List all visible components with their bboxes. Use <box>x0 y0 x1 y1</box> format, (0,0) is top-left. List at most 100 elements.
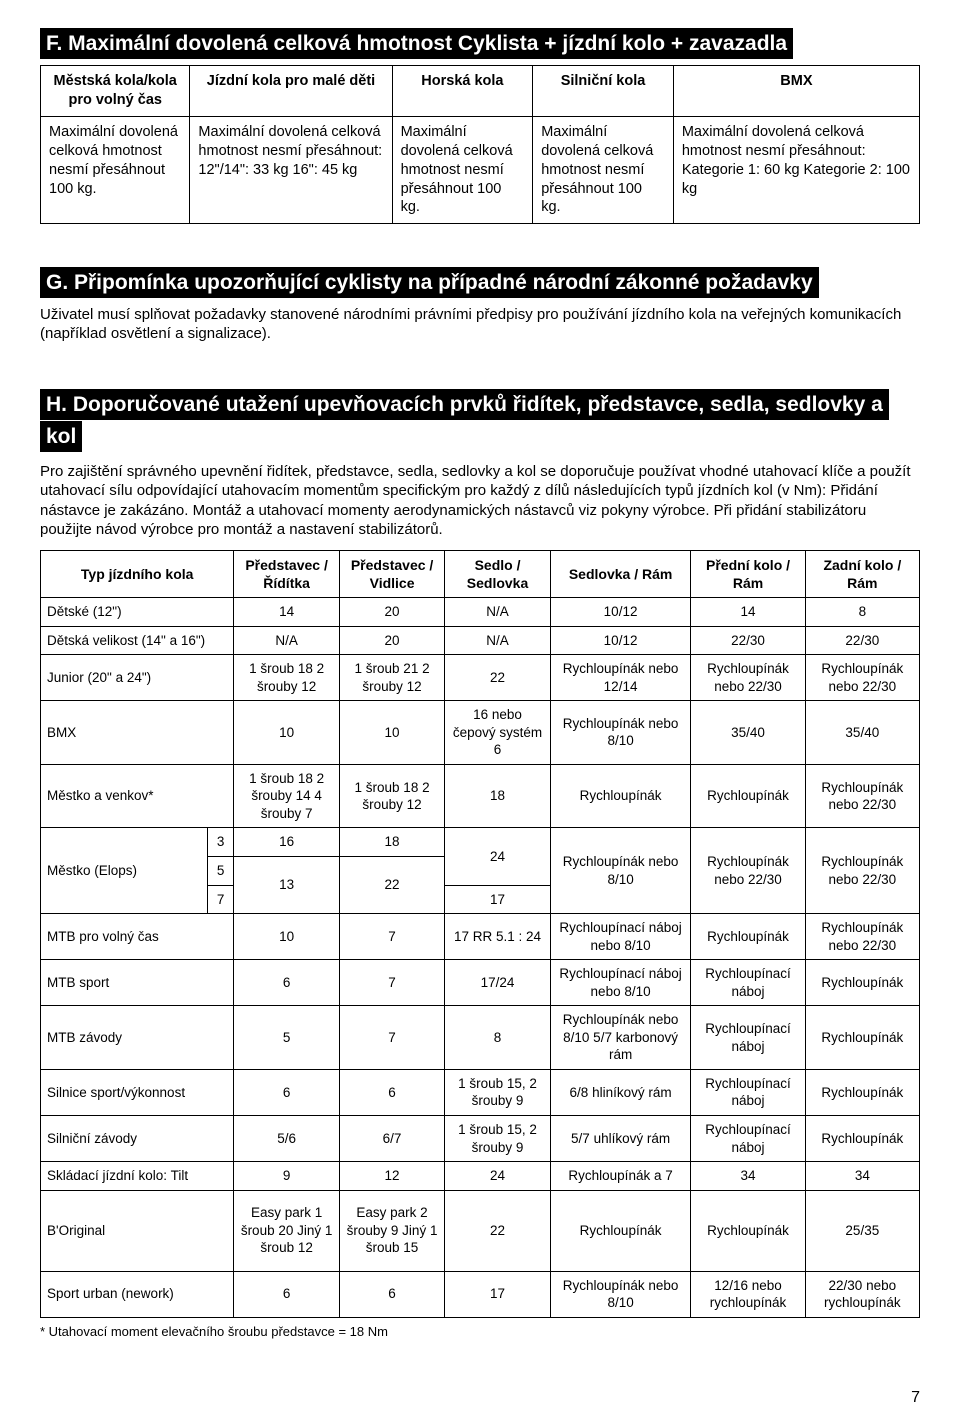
section-f: F. Maximální dovolená celková hmotnost C… <box>40 30 920 224</box>
torque-cell: 17 RR 5.1 : 24 <box>445 914 550 960</box>
torque-cell: 17/24 <box>445 960 550 1006</box>
torque-type: Silnice sport/výkonnost <box>41 1069 234 1115</box>
torque-type: Dětské (12") <box>41 597 234 626</box>
torque-table: Typ jízdního kola Představec / Řídítka P… <box>40 550 920 1318</box>
torque-sub: 5 <box>208 856 234 885</box>
table-row: Typ jízdního kola Představec / Řídítka P… <box>41 550 920 597</box>
torque-cell: 10/12 <box>550 626 691 655</box>
heading-f: F. Maximální dovolená celková hmotnost C… <box>40 28 793 59</box>
torque-cell: 6/8 hliníkový rám <box>550 1069 691 1115</box>
torque-cell: 17 <box>445 1271 550 1317</box>
torque-cell: 22/30 <box>691 626 805 655</box>
torque-cell: Rychloupínák nebo 8/10 <box>550 1271 691 1317</box>
torque-cell: 1 šroub 18 2 šrouby 12 <box>339 764 444 828</box>
torque-type: MTB sport <box>41 960 234 1006</box>
torque-cell: 18 <box>445 764 550 828</box>
section-h-text: Pro zajištění správného upevnění řidítek… <box>40 462 920 540</box>
table-row: MTB závody 5 7 8 Rychloupínák nebo 8/10 … <box>41 1006 920 1070</box>
section-h: H. Doporučované utažení upevňovacích prv… <box>40 389 920 1341</box>
torque-type: Městko a venkov* <box>41 764 234 828</box>
torque-cell: 20 <box>339 626 444 655</box>
torque-type: MTB pro volný čas <box>41 914 234 960</box>
table-row: Sport urban (nework) 6 6 17 Rychloupínák… <box>41 1271 920 1317</box>
torque-cell: 6 <box>234 960 339 1006</box>
torque-cell: 25/35 <box>805 1190 919 1271</box>
torque-cell: Rychloupínák <box>805 1116 919 1162</box>
torque-cell: Rychloupínák nebo 8/10 5/7 karbonový rám <box>550 1006 691 1070</box>
torque-cell: 1 šroub 18 2 šrouby 12 <box>234 655 339 701</box>
torque-cell: Rychloupínák nebo 8/10 <box>550 828 691 914</box>
torque-cell: 1 šroub 15, 2 šrouby 9 <box>445 1116 550 1162</box>
torque-cell: 5 <box>234 1006 339 1070</box>
torque-cell: Rychloupínací náboj nebo 8/10 <box>550 960 691 1006</box>
table-row: Dětské (12") 14 20 N/A 10/12 14 8 <box>41 597 920 626</box>
torque-cell: Rychloupínák <box>805 960 919 1006</box>
torque-cell: Easy park 1 šroub 20 Jiný 1 šroub 12 <box>234 1190 339 1271</box>
section-g-text: Uživatel musí splňovat požadavky stanove… <box>40 305 920 344</box>
weight-cell: Maximální dovolená celková hmotnost nesm… <box>190 116 392 223</box>
torque-cell: 9 <box>234 1162 339 1191</box>
table-row: B'Original Easy park 1 šroub 20 Jiný 1 š… <box>41 1190 920 1271</box>
torque-header: Zadní kolo / Rám <box>805 550 919 597</box>
weight-table: Městská kola/kola pro volný čas Jízdní k… <box>40 65 920 224</box>
heading-g-wrap: G. Připomínka upozorňující cyklisty na p… <box>40 269 920 296</box>
weight-cell: Maximální dovolená celková hmotnost nesm… <box>533 116 674 223</box>
torque-header: Představec / Řídítka <box>234 550 339 597</box>
torque-cell: Rychloupínací náboj <box>691 1069 805 1115</box>
torque-cell: 6 <box>234 1271 339 1317</box>
torque-cell: 12/16 nebo rychloupínák <box>691 1271 805 1317</box>
torque-cell: 8 <box>805 597 919 626</box>
torque-cell: Rychloupínák <box>691 914 805 960</box>
torque-cell: 24 <box>445 1162 550 1191</box>
torque-cell: Rychloupínák <box>550 764 691 828</box>
torque-cell: Rychloupínák nebo 22/30 <box>805 655 919 701</box>
torque-cell: N/A <box>445 597 550 626</box>
weight-cell: Maximální dovolená celková hmotnost nesm… <box>392 116 533 223</box>
torque-cell: 10/12 <box>550 597 691 626</box>
weight-header: Silniční kola <box>533 66 674 117</box>
table-row: Silnice sport/výkonnost 6 6 1 šroub 15, … <box>41 1069 920 1115</box>
footnote: * Utahovací moment elevačního šroubu pře… <box>40 1324 920 1341</box>
table-row: Skládací jízdní kolo: Tilt 9 12 24 Rychl… <box>41 1162 920 1191</box>
torque-cell: Rychloupínák <box>691 764 805 828</box>
weight-header: Městská kola/kola pro volný čas <box>41 66 190 117</box>
torque-cell: 10 <box>339 701 444 765</box>
weight-header: Horská kola <box>392 66 533 117</box>
torque-header: Představec / Vidlice <box>339 550 444 597</box>
torque-cell: Rychloupínák nebo 22/30 <box>691 828 805 914</box>
torque-cell: Rychloupínák nebo 22/30 <box>805 914 919 960</box>
torque-cell: N/A <box>445 626 550 655</box>
torque-header: Přední kolo / Rám <box>691 550 805 597</box>
table-row: Maximální dovolená celková hmotnost nesm… <box>41 116 920 223</box>
torque-cell: 5/7 uhlíkový rám <box>550 1116 691 1162</box>
torque-header: Typ jízdního kola <box>41 550 234 597</box>
torque-type: B'Original <box>41 1190 234 1271</box>
torque-cell: Rychloupínák nebo 22/30 <box>805 828 919 914</box>
torque-cell: N/A <box>234 626 339 655</box>
torque-cell: Rychloupínací náboj <box>691 960 805 1006</box>
weight-header: Jízdní kola pro malé děti <box>190 66 392 117</box>
torque-cell: 22 <box>339 856 444 913</box>
torque-cell: 6/7 <box>339 1116 444 1162</box>
torque-cell: 14 <box>691 597 805 626</box>
torque-cell: Rychloupínák <box>691 1190 805 1271</box>
weight-cell: Maximální dovolená celková hmotnost nesm… <box>41 116 190 223</box>
torque-cell: Rychloupínák a 7 <box>550 1162 691 1191</box>
weight-header: BMX <box>673 66 919 117</box>
torque-cell: 14 <box>234 597 339 626</box>
torque-type: MTB závody <box>41 1006 234 1070</box>
torque-cell: Rychloupínák <box>805 1006 919 1070</box>
torque-cell: 16 <box>234 828 339 857</box>
table-row: Dětská velikost (14" a 16") N/A 20 N/A 1… <box>41 626 920 655</box>
torque-header: Sedlo / Sedlovka <box>445 550 550 597</box>
torque-type: BMX <box>41 701 234 765</box>
torque-cell: 16 nebo čepový systém 6 <box>445 701 550 765</box>
torque-cell: 5/6 <box>234 1116 339 1162</box>
torque-cell: 7 <box>339 914 444 960</box>
heading-f-wrap: F. Maximální dovolená celková hmotnost C… <box>40 30 920 57</box>
torque-cell: 34 <box>805 1162 919 1191</box>
torque-cell: Rychloupínák <box>805 1069 919 1115</box>
page-number: 7 <box>911 1388 920 1409</box>
torque-type: Dětská velikost (14" a 16") <box>41 626 234 655</box>
torque-cell: 17 <box>445 885 550 914</box>
